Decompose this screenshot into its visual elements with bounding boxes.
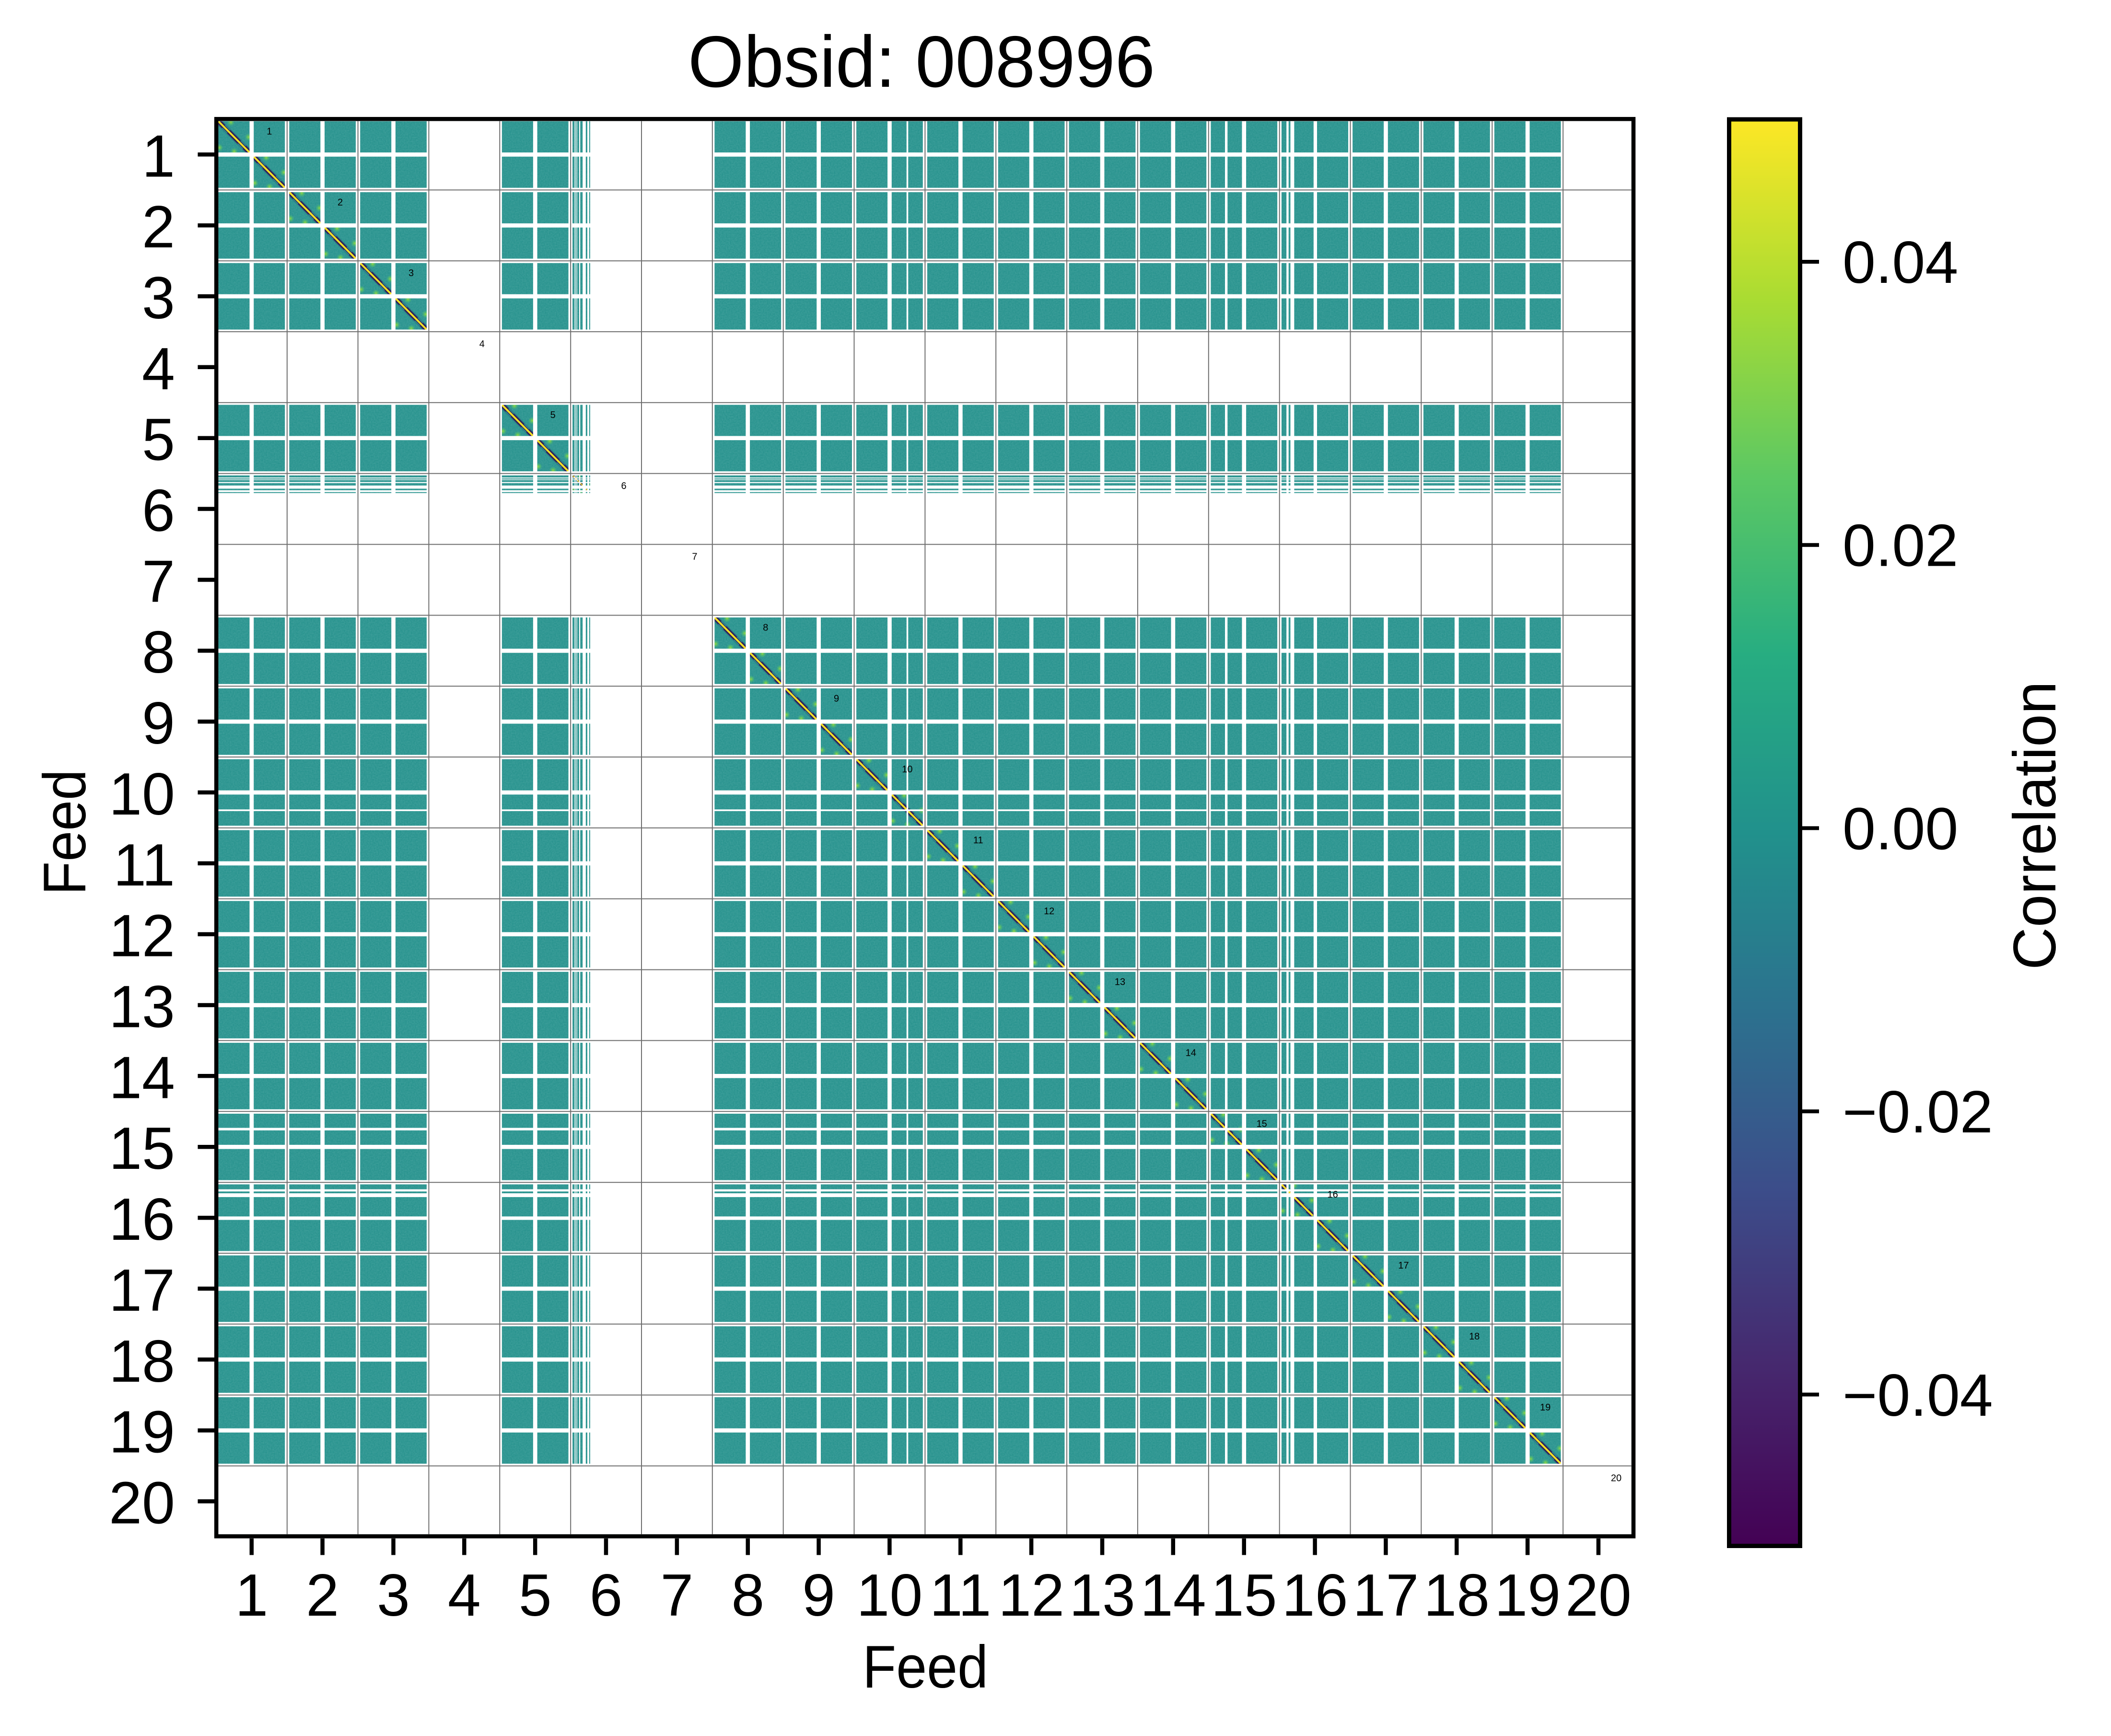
svg-text:18: 18	[1469, 1331, 1480, 1342]
svg-text:4: 4	[448, 1562, 481, 1629]
svg-text:−0.04: −0.04	[1843, 1363, 1993, 1429]
svg-text:6: 6	[621, 481, 627, 491]
svg-text:0.00: 0.00	[1843, 796, 1958, 862]
svg-text:11: 11	[113, 832, 175, 898]
svg-text:1: 1	[267, 127, 272, 137]
svg-text:15: 15	[109, 1116, 175, 1182]
svg-text:12: 12	[998, 1562, 1064, 1629]
svg-text:10: 10	[109, 761, 175, 827]
svg-text:18: 18	[1423, 1562, 1490, 1629]
svg-text:7: 7	[692, 552, 697, 562]
svg-text:10: 10	[856, 1562, 922, 1629]
svg-text:1: 1	[142, 123, 175, 189]
svg-text:14: 14	[1186, 1048, 1196, 1059]
svg-text:−0.02: −0.02	[1843, 1079, 1993, 1145]
svg-text:19: 19	[109, 1399, 175, 1466]
svg-text:19: 19	[1540, 1402, 1551, 1413]
svg-text:9: 9	[802, 1562, 835, 1629]
svg-text:5: 5	[550, 410, 556, 420]
svg-text:6: 6	[590, 1562, 623, 1629]
svg-text:17: 17	[1353, 1562, 1419, 1629]
svg-text:4: 4	[142, 336, 175, 402]
svg-text:14: 14	[109, 1045, 175, 1111]
svg-text:20: 20	[1611, 1473, 1621, 1484]
svg-text:9: 9	[142, 690, 175, 757]
svg-text:18: 18	[109, 1328, 175, 1395]
svg-text:15: 15	[1257, 1118, 1267, 1129]
svg-text:20: 20	[1565, 1562, 1632, 1629]
svg-text:13: 13	[1115, 977, 1125, 988]
svg-text:11: 11	[930, 1562, 991, 1629]
svg-text:5: 5	[519, 1562, 552, 1629]
svg-text:4: 4	[479, 339, 485, 350]
svg-text:13: 13	[1069, 1562, 1135, 1629]
svg-text:3: 3	[142, 265, 175, 331]
svg-text:12: 12	[1044, 906, 1054, 917]
svg-text:12: 12	[109, 903, 175, 969]
svg-text:10: 10	[902, 764, 912, 775]
svg-text:15: 15	[1211, 1562, 1277, 1629]
svg-text:Obsid: 008996: Obsid: 008996	[688, 21, 1155, 103]
svg-text:8: 8	[731, 1562, 764, 1629]
svg-text:3: 3	[377, 1562, 410, 1629]
svg-text:16: 16	[1282, 1562, 1348, 1629]
svg-text:6: 6	[142, 478, 175, 544]
svg-text:11: 11	[973, 835, 983, 846]
svg-text:5: 5	[142, 407, 175, 473]
svg-text:17: 17	[1398, 1260, 1409, 1271]
svg-text:8: 8	[142, 619, 175, 686]
svg-text:19: 19	[1494, 1562, 1561, 1629]
svg-text:13: 13	[109, 974, 175, 1040]
svg-text:20: 20	[109, 1470, 175, 1537]
svg-text:Correlation: Correlation	[2002, 681, 2068, 970]
svg-text:0.02: 0.02	[1843, 513, 1958, 579]
svg-text:8: 8	[763, 623, 768, 633]
svg-text:17: 17	[109, 1258, 175, 1324]
svg-text:16: 16	[1327, 1189, 1338, 1200]
svg-text:Feed: Feed	[32, 769, 98, 895]
svg-text:2: 2	[338, 197, 343, 208]
svg-text:14: 14	[1140, 1562, 1206, 1629]
svg-text:7: 7	[142, 548, 175, 615]
svg-text:16: 16	[109, 1187, 175, 1253]
svg-text:3: 3	[408, 268, 414, 279]
svg-text:1: 1	[235, 1562, 268, 1629]
svg-text:2: 2	[142, 194, 175, 260]
svg-text:2: 2	[306, 1562, 339, 1629]
svg-text:Feed: Feed	[863, 1634, 988, 1701]
svg-text:9: 9	[834, 693, 839, 704]
svg-text:7: 7	[660, 1562, 693, 1629]
svg-text:0.04: 0.04	[1843, 230, 1958, 296]
